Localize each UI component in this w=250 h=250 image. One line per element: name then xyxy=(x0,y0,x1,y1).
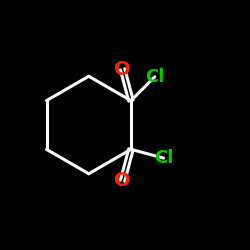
Text: Cl: Cl xyxy=(154,149,173,167)
Text: Cl: Cl xyxy=(145,68,165,86)
Text: O: O xyxy=(114,171,131,190)
Text: O: O xyxy=(114,60,131,79)
